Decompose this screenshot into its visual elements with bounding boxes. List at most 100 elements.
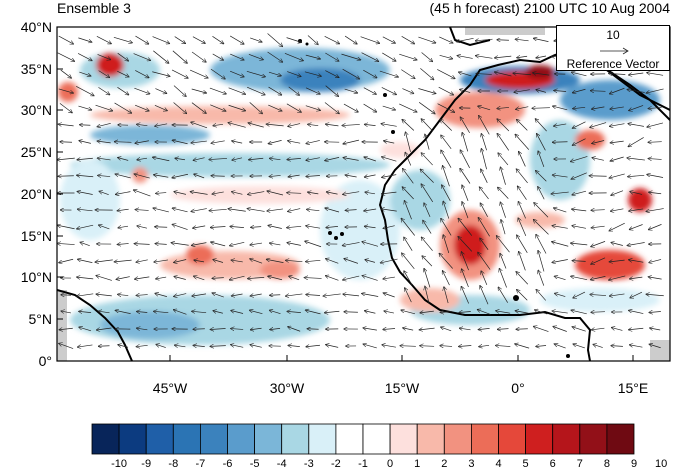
wind-vector	[171, 243, 189, 246]
colorbar-tick-label: 0	[387, 458, 394, 470]
wind-vector	[460, 328, 471, 330]
wind-vector	[591, 226, 605, 228]
wind-vector	[500, 167, 506, 185]
wind-vector	[137, 226, 148, 228]
wind-vector	[270, 310, 281, 315]
wind-vector	[403, 328, 414, 330]
wind-vector	[172, 173, 189, 177]
wind-vector	[135, 210, 149, 211]
wind-vector	[536, 56, 547, 58]
wind-vector	[342, 68, 360, 79]
wind-vector	[518, 186, 527, 200]
wind-vector	[551, 192, 569, 194]
wind-vector	[325, 208, 340, 213]
wind-vector	[95, 259, 113, 262]
wind-vector	[77, 209, 93, 211]
wind-vector	[381, 124, 397, 127]
wind-vector	[213, 260, 224, 263]
wind-vector	[402, 253, 415, 270]
wind-vector	[610, 107, 624, 109]
wind-vector	[533, 73, 550, 76]
colorbar-swatch	[579, 423, 608, 455]
wind-vector	[77, 175, 94, 177]
wind-vector	[552, 311, 568, 313]
wind-vector	[114, 260, 132, 262]
wind-vector	[153, 208, 169, 213]
wind-vector	[609, 74, 626, 75]
wind-vector	[420, 346, 435, 347]
wind-vector	[496, 236, 510, 253]
wind-vector	[441, 135, 452, 150]
wind-vector	[516, 329, 528, 330]
wind-vector	[478, 252, 491, 270]
wind-vector	[630, 192, 643, 195]
wind-vector	[287, 226, 302, 227]
wind-vector	[228, 123, 246, 128]
wind-vector	[250, 345, 262, 348]
wind-vector	[538, 251, 545, 272]
wind-vector	[115, 142, 132, 143]
wind-vector	[248, 54, 263, 59]
wind-vector	[230, 242, 245, 245]
wind-vector	[78, 345, 93, 347]
wind-vector	[172, 140, 188, 145]
wind-vector	[534, 38, 549, 42]
wind-vector	[191, 102, 206, 114]
wind-vector	[115, 310, 131, 314]
wind-vector	[343, 294, 360, 296]
wind-vector	[117, 87, 128, 94]
wind-vector	[228, 104, 246, 110]
wind-vector	[402, 88, 413, 94]
wind-vector	[365, 311, 376, 314]
wind-vector	[418, 36, 435, 43]
wind-vector	[442, 185, 451, 202]
wind-vector	[498, 187, 509, 199]
wind-vector	[384, 141, 395, 143]
lat-label-30n: 30°N	[20, 102, 52, 118]
wind-vector	[153, 50, 168, 63]
wind-vector	[250, 294, 262, 296]
wind-vector	[212, 293, 224, 298]
wind-vector	[286, 37, 302, 43]
colorbar-swatch	[308, 423, 337, 455]
wind-vector	[517, 290, 528, 301]
wind-vector	[382, 105, 396, 110]
wind-vector	[572, 226, 586, 229]
wind-vector	[210, 104, 225, 111]
wind-vector	[611, 346, 623, 347]
wind-vector	[326, 276, 339, 281]
wind-vector	[513, 73, 531, 75]
wind-vector	[231, 294, 243, 296]
wind-vector	[590, 122, 607, 128]
wind-vector	[458, 218, 473, 236]
wind-vector	[250, 259, 263, 264]
wind-vector	[134, 190, 151, 197]
wind-vector	[344, 259, 359, 264]
wind-vector	[552, 175, 568, 177]
colorbar-swatch	[145, 423, 174, 455]
wind-vector	[630, 291, 643, 298]
wind-vector	[479, 116, 490, 135]
wind-vector	[231, 310, 244, 314]
wind-vector	[306, 140, 320, 143]
colorbar-tick-label: 3	[468, 458, 475, 470]
wind-vector	[58, 35, 74, 44]
wind-vector	[552, 242, 569, 247]
wind-vector	[360, 36, 380, 44]
wind-vector	[345, 210, 357, 211]
wind-vector	[627, 158, 645, 161]
wind-vector	[96, 276, 112, 281]
colorbar-tick-label: -6	[222, 458, 233, 470]
wind-vector	[287, 243, 301, 246]
wind-vector	[134, 87, 149, 94]
wind-vector	[209, 87, 226, 94]
wind-vector	[573, 88, 586, 93]
wind-vector	[97, 122, 111, 126]
wind-vector	[152, 36, 170, 44]
wind-vector	[323, 294, 341, 296]
wind-vector	[77, 224, 94, 229]
wind-vector	[571, 172, 587, 179]
wind-vector	[365, 192, 376, 194]
reference-vector-value: 10	[606, 28, 620, 42]
wind-vector	[116, 276, 130, 280]
